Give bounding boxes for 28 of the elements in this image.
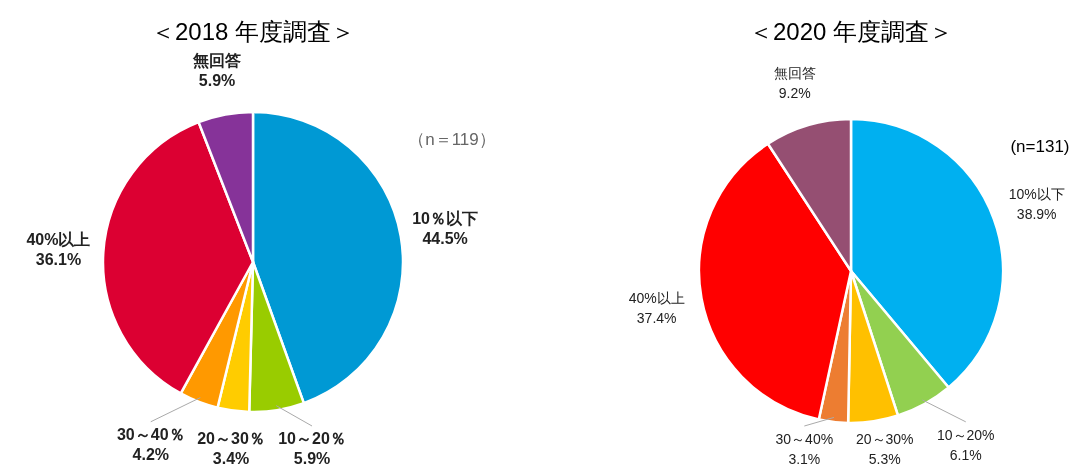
data-label: 5.9% [293,450,331,467]
slice-label: 無回答 [192,52,242,71]
slice-label: 10～20％ [278,430,346,447]
chart-title: ＜2020 年度調査＞ [748,18,954,45]
slice-label: 10％以下 [412,210,478,228]
slice-label: 30～40% [775,431,834,447]
slice-label: 無回答 [773,64,816,81]
slice-label: 40%以上 [628,289,685,306]
data-label: 5.3% [868,451,901,467]
data-label: 5.9% [198,72,236,90]
data-label: 6.1% [949,446,982,463]
slice-label: 20～30% [855,431,914,447]
chart-title: ＜2018 年度調査＞ [150,18,356,45]
data-label: 36.1% [35,251,82,269]
data-label: 44.5% [422,230,468,248]
slice-label: 40%以上 [26,231,91,249]
text: (n=131) [1010,137,1070,156]
data-label: 3.1% [788,451,821,467]
slice-label: 30～40％ [116,425,185,443]
slice-label: 20～30％ [197,430,265,447]
data-label: 38.9% [1016,206,1057,223]
data-label: 37.4% [636,309,677,326]
slice-label: 10～20% [936,426,995,443]
data-label: 9.2% [778,84,811,101]
slice-label: 10%以下 [1008,186,1065,203]
data-label: 4.2% [132,445,170,463]
text: （n＝119） [408,130,496,149]
data-label: 3.4% [212,450,250,467]
